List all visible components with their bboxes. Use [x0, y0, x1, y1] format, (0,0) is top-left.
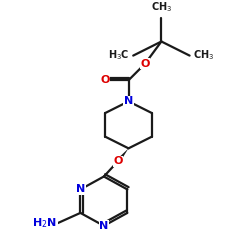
Text: O: O — [100, 75, 110, 85]
Text: N: N — [124, 96, 133, 106]
Polygon shape — [116, 148, 128, 162]
Text: H$_3$C: H$_3$C — [108, 49, 130, 62]
Text: O: O — [113, 156, 123, 166]
Text: CH$_3$: CH$_3$ — [193, 49, 214, 62]
Text: N: N — [99, 221, 108, 231]
Text: O: O — [140, 59, 150, 69]
Text: CH$_3$: CH$_3$ — [151, 1, 172, 14]
Text: N: N — [76, 184, 85, 194]
Text: H$_2$N: H$_2$N — [32, 216, 57, 230]
